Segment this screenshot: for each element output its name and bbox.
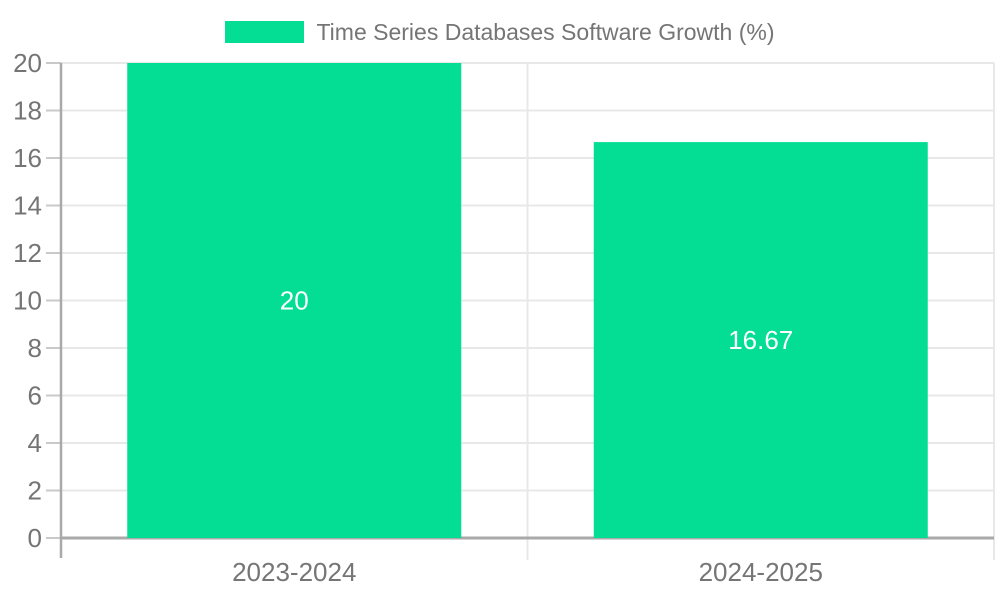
- legend-label: Time Series Databases Software Growth (%…: [316, 19, 775, 45]
- y-axis-label: 16: [13, 143, 42, 173]
- y-axis-label: 14: [13, 191, 42, 221]
- y-axis-label: 8: [28, 333, 42, 363]
- y-axis-label: 6: [28, 381, 42, 411]
- y-axis-label: 4: [28, 428, 42, 458]
- y-axis-label: 0: [28, 523, 42, 553]
- x-axis-label: 2024-2025: [699, 557, 823, 587]
- x-axis-label: 2023-2024: [232, 557, 356, 587]
- y-axis-label: 2: [28, 476, 42, 506]
- bar-2023-2024: [127, 63, 462, 538]
- legend-swatch: [225, 21, 305, 43]
- y-axis-label: 12: [13, 238, 42, 268]
- bar-2024-2025: [593, 142, 928, 538]
- bar-value-label: 16.67: [728, 325, 793, 355]
- y-axis-label: 20: [13, 48, 42, 78]
- y-axis-label: 18: [13, 96, 42, 126]
- legend-item[interactable]: Time Series Databases Software Growth (%…: [225, 19, 775, 45]
- legend: Time Series Databases Software Growth (%…: [0, 19, 1000, 45]
- y-axis-label: 10: [13, 286, 42, 316]
- bar-value-label: 20: [280, 286, 309, 316]
